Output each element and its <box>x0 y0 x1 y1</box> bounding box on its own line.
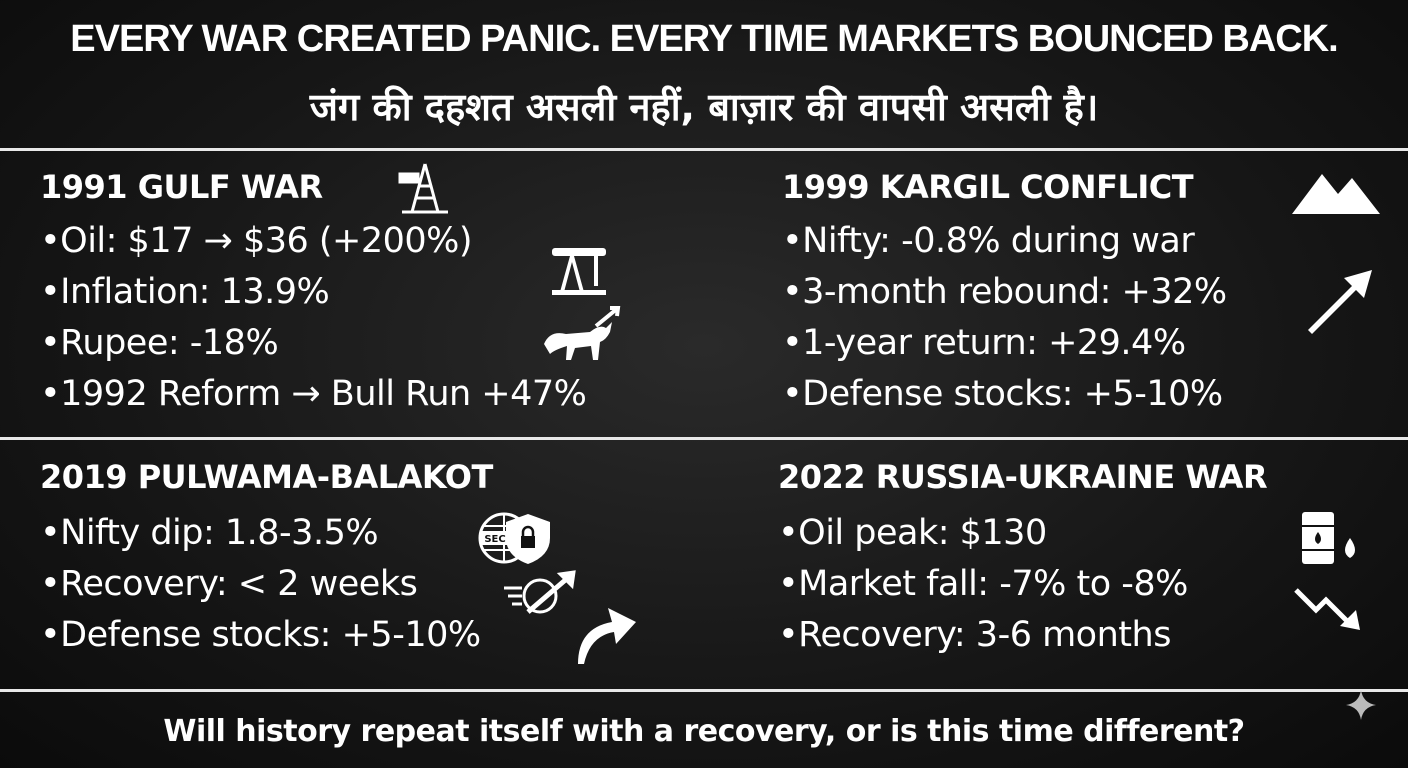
bullet: •Oil: $17 → $36 (+200%) <box>40 221 473 261</box>
bullet: •Defense stocks: +5-10% <box>40 615 481 655</box>
bullet: •Rupee: -18% <box>40 323 279 363</box>
section-heading: 2022 RUSSIA-UKRAINE WAR <box>778 458 1268 496</box>
trend-down-arrow-icon <box>1294 586 1366 634</box>
section-heading: 1999 KARGIL CONFLICT <box>782 168 1194 206</box>
page-subtitle-hindi: जंग की दहशत असली नहीं, बाज़ार की वापसी अ… <box>309 85 1099 129</box>
bullet: •Market fall: -7% to -8% <box>778 564 1188 604</box>
bullet: •3-month rebound: +32% <box>782 272 1227 312</box>
page-title: EVERY WAR CREATED PANIC. EVERY TIME MARK… <box>70 18 1339 60</box>
divider <box>0 689 1408 692</box>
bullet: •Nifty: -0.8% during war <box>782 221 1195 261</box>
curved-arrow-up-icon <box>576 598 638 666</box>
bullet: •Inflation: 13.9% <box>40 272 330 312</box>
bullet: •Recovery: 3-6 months <box>778 615 1171 655</box>
fast-clock-arrow-icon <box>500 568 582 618</box>
oil-pump-icon <box>548 242 610 296</box>
divider <box>0 437 1408 440</box>
section-pulwama-balakot: 2019 PULWAMA-BALAKOT •Nifty dip: 1.8-3.5… <box>40 458 493 661</box>
bullet: •Recovery: < 2 weeks <box>40 564 418 604</box>
footer-question: Will history repeat itself with a recove… <box>163 714 1245 749</box>
oil-barrel-drop-icon <box>1300 510 1362 566</box>
divider <box>0 148 1408 151</box>
arrow-up-right-icon <box>1304 268 1374 334</box>
bullet: •Nifty dip: 1.8-3.5% <box>40 513 379 553</box>
section-heading: 1991 GULF WAR <box>40 168 323 206</box>
oil-derrick-icon <box>396 160 454 216</box>
bullet: •1-year return: +29.4% <box>782 323 1186 363</box>
security-globe-lock-icon: SEC <box>478 510 554 566</box>
section-heading: 2019 PULWAMA-BALAKOT <box>40 458 493 496</box>
bull-icon <box>540 304 624 366</box>
section-gulf-war: 1991 GULF WAR •Oil: $17 → $36 (+200%) •I… <box>40 168 587 420</box>
bullet: •Oil peak: $130 <box>778 513 1047 553</box>
mountains-icon <box>1292 168 1380 214</box>
section-kargil-conflict: 1999 KARGIL CONFLICT •Nifty: -0.8% durin… <box>782 168 1227 420</box>
sparkle-icon <box>1346 690 1376 720</box>
bullet: •1992 Reform → Bull Run +47% <box>40 374 587 414</box>
bullet: •Defense stocks: +5-10% <box>782 374 1223 414</box>
security-icon-label: SEC <box>484 534 505 545</box>
section-russia-ukraine-war: 2022 RUSSIA-UKRAINE WAR •Oil peak: $130 … <box>778 458 1268 661</box>
